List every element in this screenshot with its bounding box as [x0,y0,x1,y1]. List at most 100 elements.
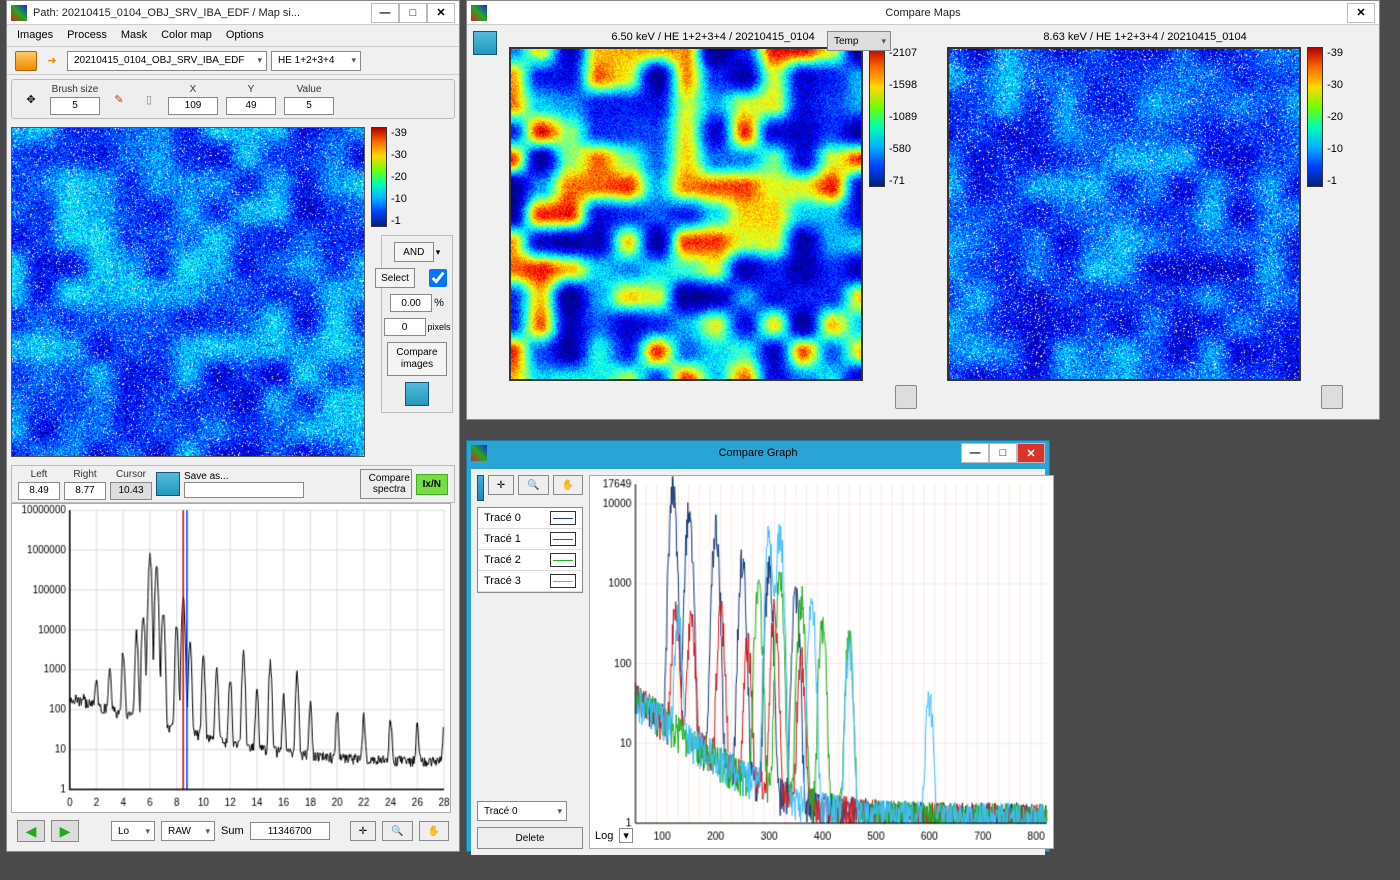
map2-title: 8.63 keV / HE 1+2+3+4 / 20210415_0104 [1043,31,1246,43]
cursor-input [110,482,152,500]
trace-row[interactable]: Tracé 3 [478,571,582,592]
temp-dropdown[interactable]: Temp [827,31,891,51]
map2-heatmap[interactable] [947,47,1301,381]
main-heatmap[interactable] [11,127,365,457]
map1-heatmap[interactable] [509,47,863,381]
log-label: Log [595,830,613,842]
titlebar[interactable]: Path: 20210415_0104_OBJ_SRV_IBA_EDF / Ma… [7,1,459,25]
spectrum-chart[interactable] [11,503,451,813]
raw-dropdown[interactable]: RAW [161,821,215,841]
save-spectrum-icon[interactable] [156,472,180,496]
select-button[interactable]: Select [375,268,415,288]
delete-button[interactable]: Delete [477,827,583,849]
path-toolbar: ➜ 20210415_0104_OBJ_SRV_IBA_EDF HE 1+2+3… [7,47,459,75]
right-label: Right [73,469,96,480]
select-checkbox[interactable] [417,269,459,287]
y-label: Y [248,84,255,95]
window-title: Compare Graph [471,447,1045,459]
compare-images-button[interactable]: Compare images [387,342,447,376]
brush-toolbar: ✥ Brush size ✎ ▯ X Y Value [11,79,455,119]
pencil-icon[interactable]: ✎ [108,88,130,110]
prev-button[interactable]: ◀ [17,820,45,842]
lo-dropdown[interactable]: Lo [111,821,155,841]
app-icon [471,5,487,21]
ixn-button[interactable]: Ix/N [416,474,448,495]
pixels-unit: pixels [428,322,451,332]
sum-label: Sum [221,825,244,837]
cursor-label: Cursor [116,469,146,480]
brush-size-input[interactable] [50,97,100,115]
spectrum-controls: Left Right Cursor Save as... Compare spe… [11,465,455,503]
trace-selector[interactable]: Tracé 0 [477,801,567,821]
trace-row[interactable]: Tracé 2 [478,550,582,571]
window-title: Compare Maps [885,7,960,19]
arrow-icon[interactable]: ➜ [41,50,63,72]
save-icon[interactable] [473,31,497,55]
menu-colormap[interactable]: Color map [161,29,212,42]
minimize-button[interactable]: — [371,3,399,23]
menu-images[interactable]: Images [17,29,53,42]
main-colorbar: -39-30-20-10-1 [371,127,407,227]
close-button[interactable]: ✕ [1017,443,1045,463]
x-label: X [190,84,197,95]
menu-options[interactable]: Options [226,29,264,42]
value-label: Value [297,84,322,95]
save-icon[interactable] [405,382,429,406]
menubar: Images Process Mask Color map Options [7,25,459,47]
map2-panel: 8.63 keV / HE 1+2+3+4 / 20210415_0104 -3… [947,31,1343,413]
trace-list: Tracé 0Tracé 1Tracé 2Tracé 3 [477,507,583,593]
x-input[interactable] [168,97,218,115]
save-icon[interactable] [477,475,484,501]
detector-dropdown[interactable]: HE 1+2+3+4 [271,51,361,71]
trash-icon[interactable] [1321,385,1343,409]
zoom-icon[interactable]: 🔍 [518,475,548,495]
app-icon [471,445,487,461]
sum-value [250,822,330,840]
brush-size-label: Brush size [52,84,99,95]
y-input[interactable] [226,97,276,115]
crosshair-icon[interactable]: ✛ [488,475,514,495]
crosshair-icon[interactable]: ✛ [350,821,376,841]
logic-op-dropdown[interactable]: AND [394,242,434,262]
log-dropdown-icon[interactable]: ▾ [619,828,633,843]
value-input[interactable] [284,97,334,115]
trace-row[interactable]: Tracé 1 [478,529,582,550]
trace-row[interactable]: Tracé 0 [478,508,582,529]
left-label: Left [31,469,48,480]
folder-icon[interactable] [15,51,37,71]
compare-spectra-button[interactable]: Compare spectra [360,469,412,499]
eraser-icon[interactable]: ▯ [138,88,160,110]
map1-panel: 6.50 keV / HE 1+2+3+4 / 20210415_0104 -2… [509,31,917,413]
pan-icon[interactable]: ✋ [553,475,583,495]
save-as-input[interactable] [184,482,304,498]
compare-maps-window: Compare Maps ✕ Temp 6.50 keV / HE 1+2+3+… [466,0,1380,420]
percent-unit: % [434,297,444,309]
menu-process[interactable]: Process [67,29,107,42]
titlebar[interactable]: Compare Graph — □ ✕ [467,441,1049,465]
map1-colorbar: -2107-1598-1089-580-71 [869,47,917,381]
compare-graph-window: Compare Graph — □ ✕ ✛ 🔍 ✋ Tracé 0Tracé 1… [466,440,1050,852]
percent-input[interactable] [390,294,432,312]
maximize-button[interactable]: □ [399,3,427,23]
map1-title: 6.50 keV / HE 1+2+3+4 / 20210415_0104 [611,31,814,43]
next-button[interactable]: ▶ [51,820,79,842]
right-input[interactable] [64,482,106,500]
minimize-button[interactable]: — [961,443,989,463]
zoom-icon[interactable]: 🔍 [382,821,412,841]
maximize-button[interactable]: □ [989,443,1017,463]
spectrum-panel: Left Right Cursor Save as... Compare spe… [11,465,455,849]
save-as-label: Save as... [184,471,356,482]
close-button[interactable]: ✕ [427,3,455,23]
app-icon [11,5,27,21]
trash-icon[interactable] [895,385,917,409]
pan-icon[interactable]: ✋ [419,821,449,841]
menu-mask[interactable]: Mask [121,29,147,42]
close-button[interactable]: ✕ [1347,3,1375,23]
path-dropdown[interactable]: 20210415_0104_OBJ_SRV_IBA_EDF [67,51,267,71]
titlebar[interactable]: Compare Maps ✕ [467,1,1379,25]
left-input[interactable] [18,482,60,500]
compare-graph-chart[interactable] [589,475,1054,849]
cursor-icon[interactable]: ✥ [20,88,42,110]
pixels-input[interactable] [384,318,426,336]
window-title: Path: 20210415_0104_OBJ_SRV_IBA_EDF / Ma… [33,7,371,19]
